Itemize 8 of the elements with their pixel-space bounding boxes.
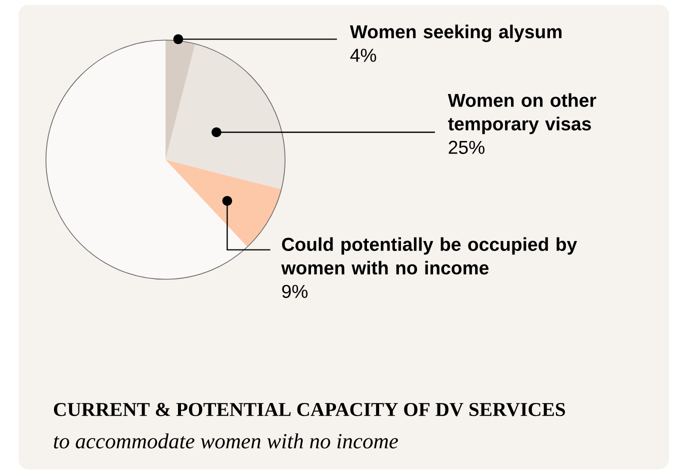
slice-label: Women on other temporary visas: [448, 93, 596, 134]
text: CURRENT & POTENTIAL CAPACITY OF DV SERVICES: [54, 402, 565, 416]
data-label: 25%: [448, 140, 484, 154]
slice-label: Could potentially be occupied by women with no income: [281, 237, 578, 274]
data-label: 9%: [282, 284, 308, 298]
text: to accommodate women with no income: [54, 433, 398, 448]
slice-label: Women seeking alysum: [350, 24, 562, 42]
data-label: 4%: [350, 48, 376, 62]
